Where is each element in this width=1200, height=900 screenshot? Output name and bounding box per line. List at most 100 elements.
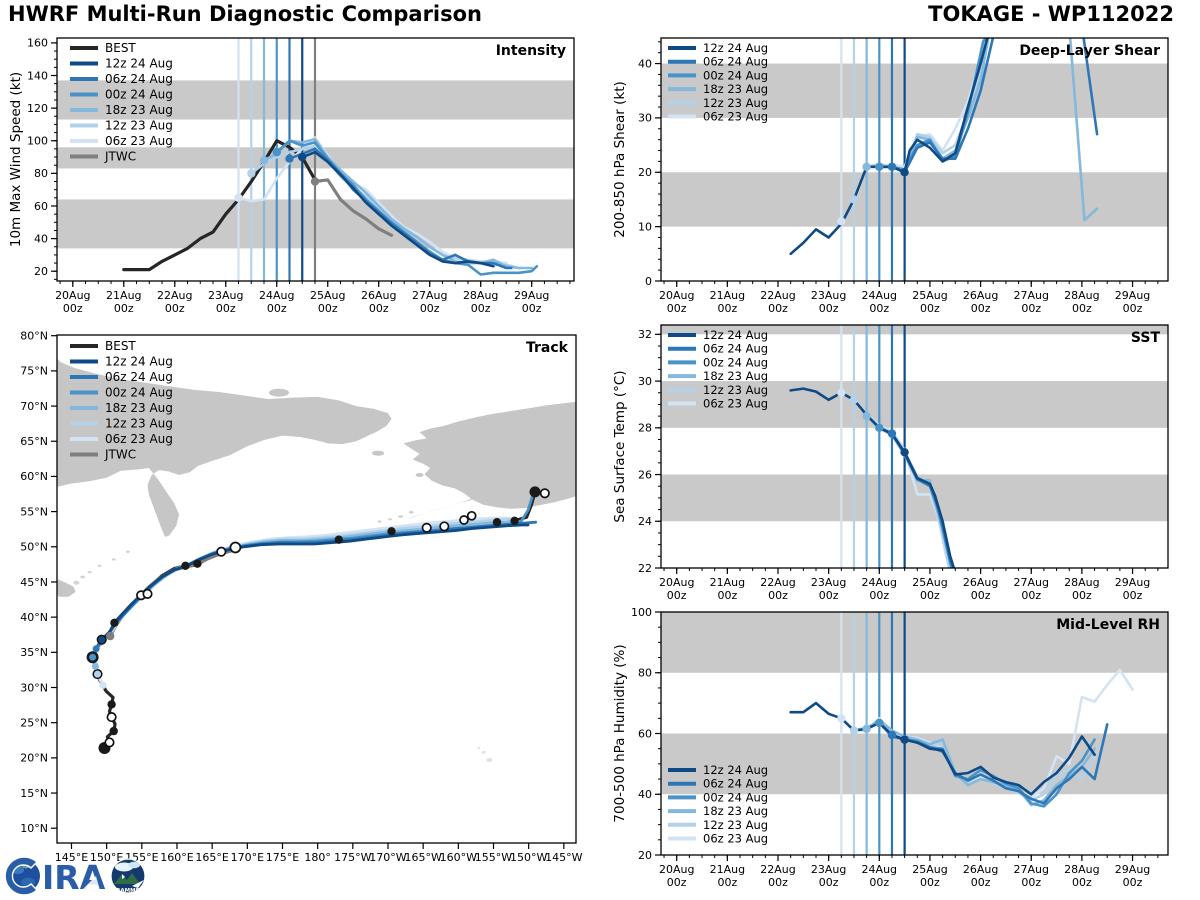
svg-text:00z: 00z xyxy=(420,302,440,315)
svg-text:0: 0 xyxy=(645,275,652,288)
shear-series-06z-24-aug-late xyxy=(1082,38,1099,136)
svg-text:165°W: 165°W xyxy=(404,851,441,864)
svg-text:23Aug: 23Aug xyxy=(208,289,243,302)
svg-text:160°E: 160°E xyxy=(160,851,193,864)
svg-text:00z: 00z xyxy=(717,876,737,889)
svg-text:30°N: 30°N xyxy=(20,681,48,694)
rammb-label: RAMMB xyxy=(116,888,140,894)
svg-text:80: 80 xyxy=(34,167,48,180)
svg-text:06z 23 Aug: 06z 23 Aug xyxy=(105,432,173,446)
svg-text:60: 60 xyxy=(34,200,48,213)
svg-text:00z: 00z xyxy=(667,589,687,602)
svg-text:18z 23 Aug: 18z 23 Aug xyxy=(105,103,173,117)
svg-text:00z: 00z xyxy=(1021,302,1041,315)
svg-text:26Aug: 26Aug xyxy=(963,289,998,302)
shear-series-12z-24-aug xyxy=(789,38,989,256)
svg-text:00z: 00z xyxy=(1123,589,1143,602)
svg-text:24Aug: 24Aug xyxy=(259,289,294,302)
svg-text:22: 22 xyxy=(638,562,652,575)
svg-text:40: 40 xyxy=(638,788,652,801)
svg-text:20Aug: 20Aug xyxy=(659,289,694,302)
svg-text:00z: 00z xyxy=(63,302,83,315)
svg-text:00z: 00z xyxy=(819,302,839,315)
svg-text:20: 20 xyxy=(34,265,48,278)
svg-text:23Aug: 23Aug xyxy=(811,576,846,589)
svg-text:00z: 00z xyxy=(920,302,940,315)
svg-text:00z: 00z xyxy=(869,589,889,602)
svg-text:00z 24 Aug: 00z 24 Aug xyxy=(703,68,768,82)
svg-text:00z: 00z xyxy=(216,302,236,315)
svg-text:18z 23 Aug: 18z 23 Aug xyxy=(703,804,768,818)
svg-text:50°N: 50°N xyxy=(20,541,48,554)
svg-text:30: 30 xyxy=(638,375,652,388)
svg-text:23Aug: 23Aug xyxy=(811,863,846,876)
svg-text:25Aug: 25Aug xyxy=(310,289,345,302)
svg-text:22Aug: 22Aug xyxy=(760,289,795,302)
svg-text:00z: 00z xyxy=(471,302,491,315)
svg-text:00z 24 Aug: 00z 24 Aug xyxy=(703,790,768,804)
svg-text:160°W: 160°W xyxy=(440,851,477,864)
svg-text:700-500 hPa Humidity (%): 700-500 hPa Humidity (%) xyxy=(612,644,628,822)
svg-text:00z: 00z xyxy=(819,589,839,602)
svg-text:29Aug: 29Aug xyxy=(1115,863,1150,876)
svg-text:00z: 00z xyxy=(869,302,889,315)
svg-text:22Aug: 22Aug xyxy=(157,289,192,302)
svg-text:23Aug: 23Aug xyxy=(811,289,846,302)
svg-text:12z 24 Aug: 12z 24 Aug xyxy=(105,57,173,71)
svg-text:20°N: 20°N xyxy=(20,752,48,765)
svg-text:00z: 00z xyxy=(267,302,287,315)
svg-text:28Aug: 28Aug xyxy=(1064,863,1099,876)
svg-text:10°N: 10°N xyxy=(20,822,48,835)
svg-text:29Aug: 29Aug xyxy=(1115,289,1150,302)
sst-series-12z-24-aug xyxy=(789,387,956,568)
svg-text:00z 24 Aug: 00z 24 Aug xyxy=(105,88,173,102)
svg-text:22Aug: 22Aug xyxy=(760,576,795,589)
page-title: HWRF Multi-Run Diagnostic Comparison xyxy=(8,2,483,26)
svg-text:BEST: BEST xyxy=(105,339,136,353)
svg-text:140: 140 xyxy=(27,69,48,82)
intensity-series-18z-23-aug xyxy=(262,137,533,270)
svg-text:26Aug: 26Aug xyxy=(361,289,396,302)
svg-text:120: 120 xyxy=(27,102,48,115)
svg-text:Sea Surface Temp (°C): Sea Surface Temp (°C) xyxy=(612,370,628,522)
svg-text:40: 40 xyxy=(638,57,652,70)
svg-text:00z: 00z xyxy=(768,876,788,889)
land-siberia xyxy=(57,358,392,537)
svg-text:06z 23 Aug: 06z 23 Aug xyxy=(105,134,173,148)
svg-text:00z: 00z xyxy=(1021,876,1041,889)
svg-text:SST: SST xyxy=(1131,330,1161,346)
svg-text:55°N: 55°N xyxy=(20,505,48,518)
svg-text:165°E: 165°E xyxy=(195,851,228,864)
svg-text:10m Max Wind Speed (kt): 10m Max Wind Speed (kt) xyxy=(8,72,24,247)
svg-text:21Aug: 21Aug xyxy=(106,289,141,302)
svg-text:00z: 00z xyxy=(1021,589,1041,602)
svg-text:27Aug: 27Aug xyxy=(1014,289,1049,302)
satellite-dish-icon xyxy=(82,876,100,890)
svg-text:25Aug: 25Aug xyxy=(912,289,947,302)
svg-text:180°: 180° xyxy=(304,851,331,864)
svg-text:10: 10 xyxy=(638,220,652,233)
svg-text:00z: 00z xyxy=(971,302,991,315)
svg-text:22Aug: 22Aug xyxy=(760,863,795,876)
svg-text:06z 23 Aug: 06z 23 Aug xyxy=(703,832,768,846)
shear-panel: 20Aug00z21Aug00z22Aug00z23Aug00z24Aug00z… xyxy=(612,37,1169,315)
svg-text:00z: 00z xyxy=(1123,302,1143,315)
svg-text:60: 60 xyxy=(638,727,652,740)
svg-text:26: 26 xyxy=(638,468,652,481)
svg-text:21Aug: 21Aug xyxy=(710,863,745,876)
svg-text:20Aug: 20Aug xyxy=(55,289,90,302)
land-alaska xyxy=(403,401,576,509)
svg-text:30: 30 xyxy=(638,112,652,125)
svg-text:35°N: 35°N xyxy=(20,646,48,659)
svg-text:27Aug: 27Aug xyxy=(412,289,447,302)
svg-text:150°E: 150°E xyxy=(90,851,123,864)
svg-text:00z: 00z xyxy=(1072,589,1092,602)
svg-text:24: 24 xyxy=(638,515,652,528)
svg-text:00z: 00z xyxy=(971,876,991,889)
svg-text:20Aug: 20Aug xyxy=(659,863,694,876)
svg-text:26Aug: 26Aug xyxy=(963,863,998,876)
svg-text:60°N: 60°N xyxy=(20,470,48,483)
svg-text:00z: 00z xyxy=(920,589,940,602)
svg-text:80: 80 xyxy=(638,667,652,680)
